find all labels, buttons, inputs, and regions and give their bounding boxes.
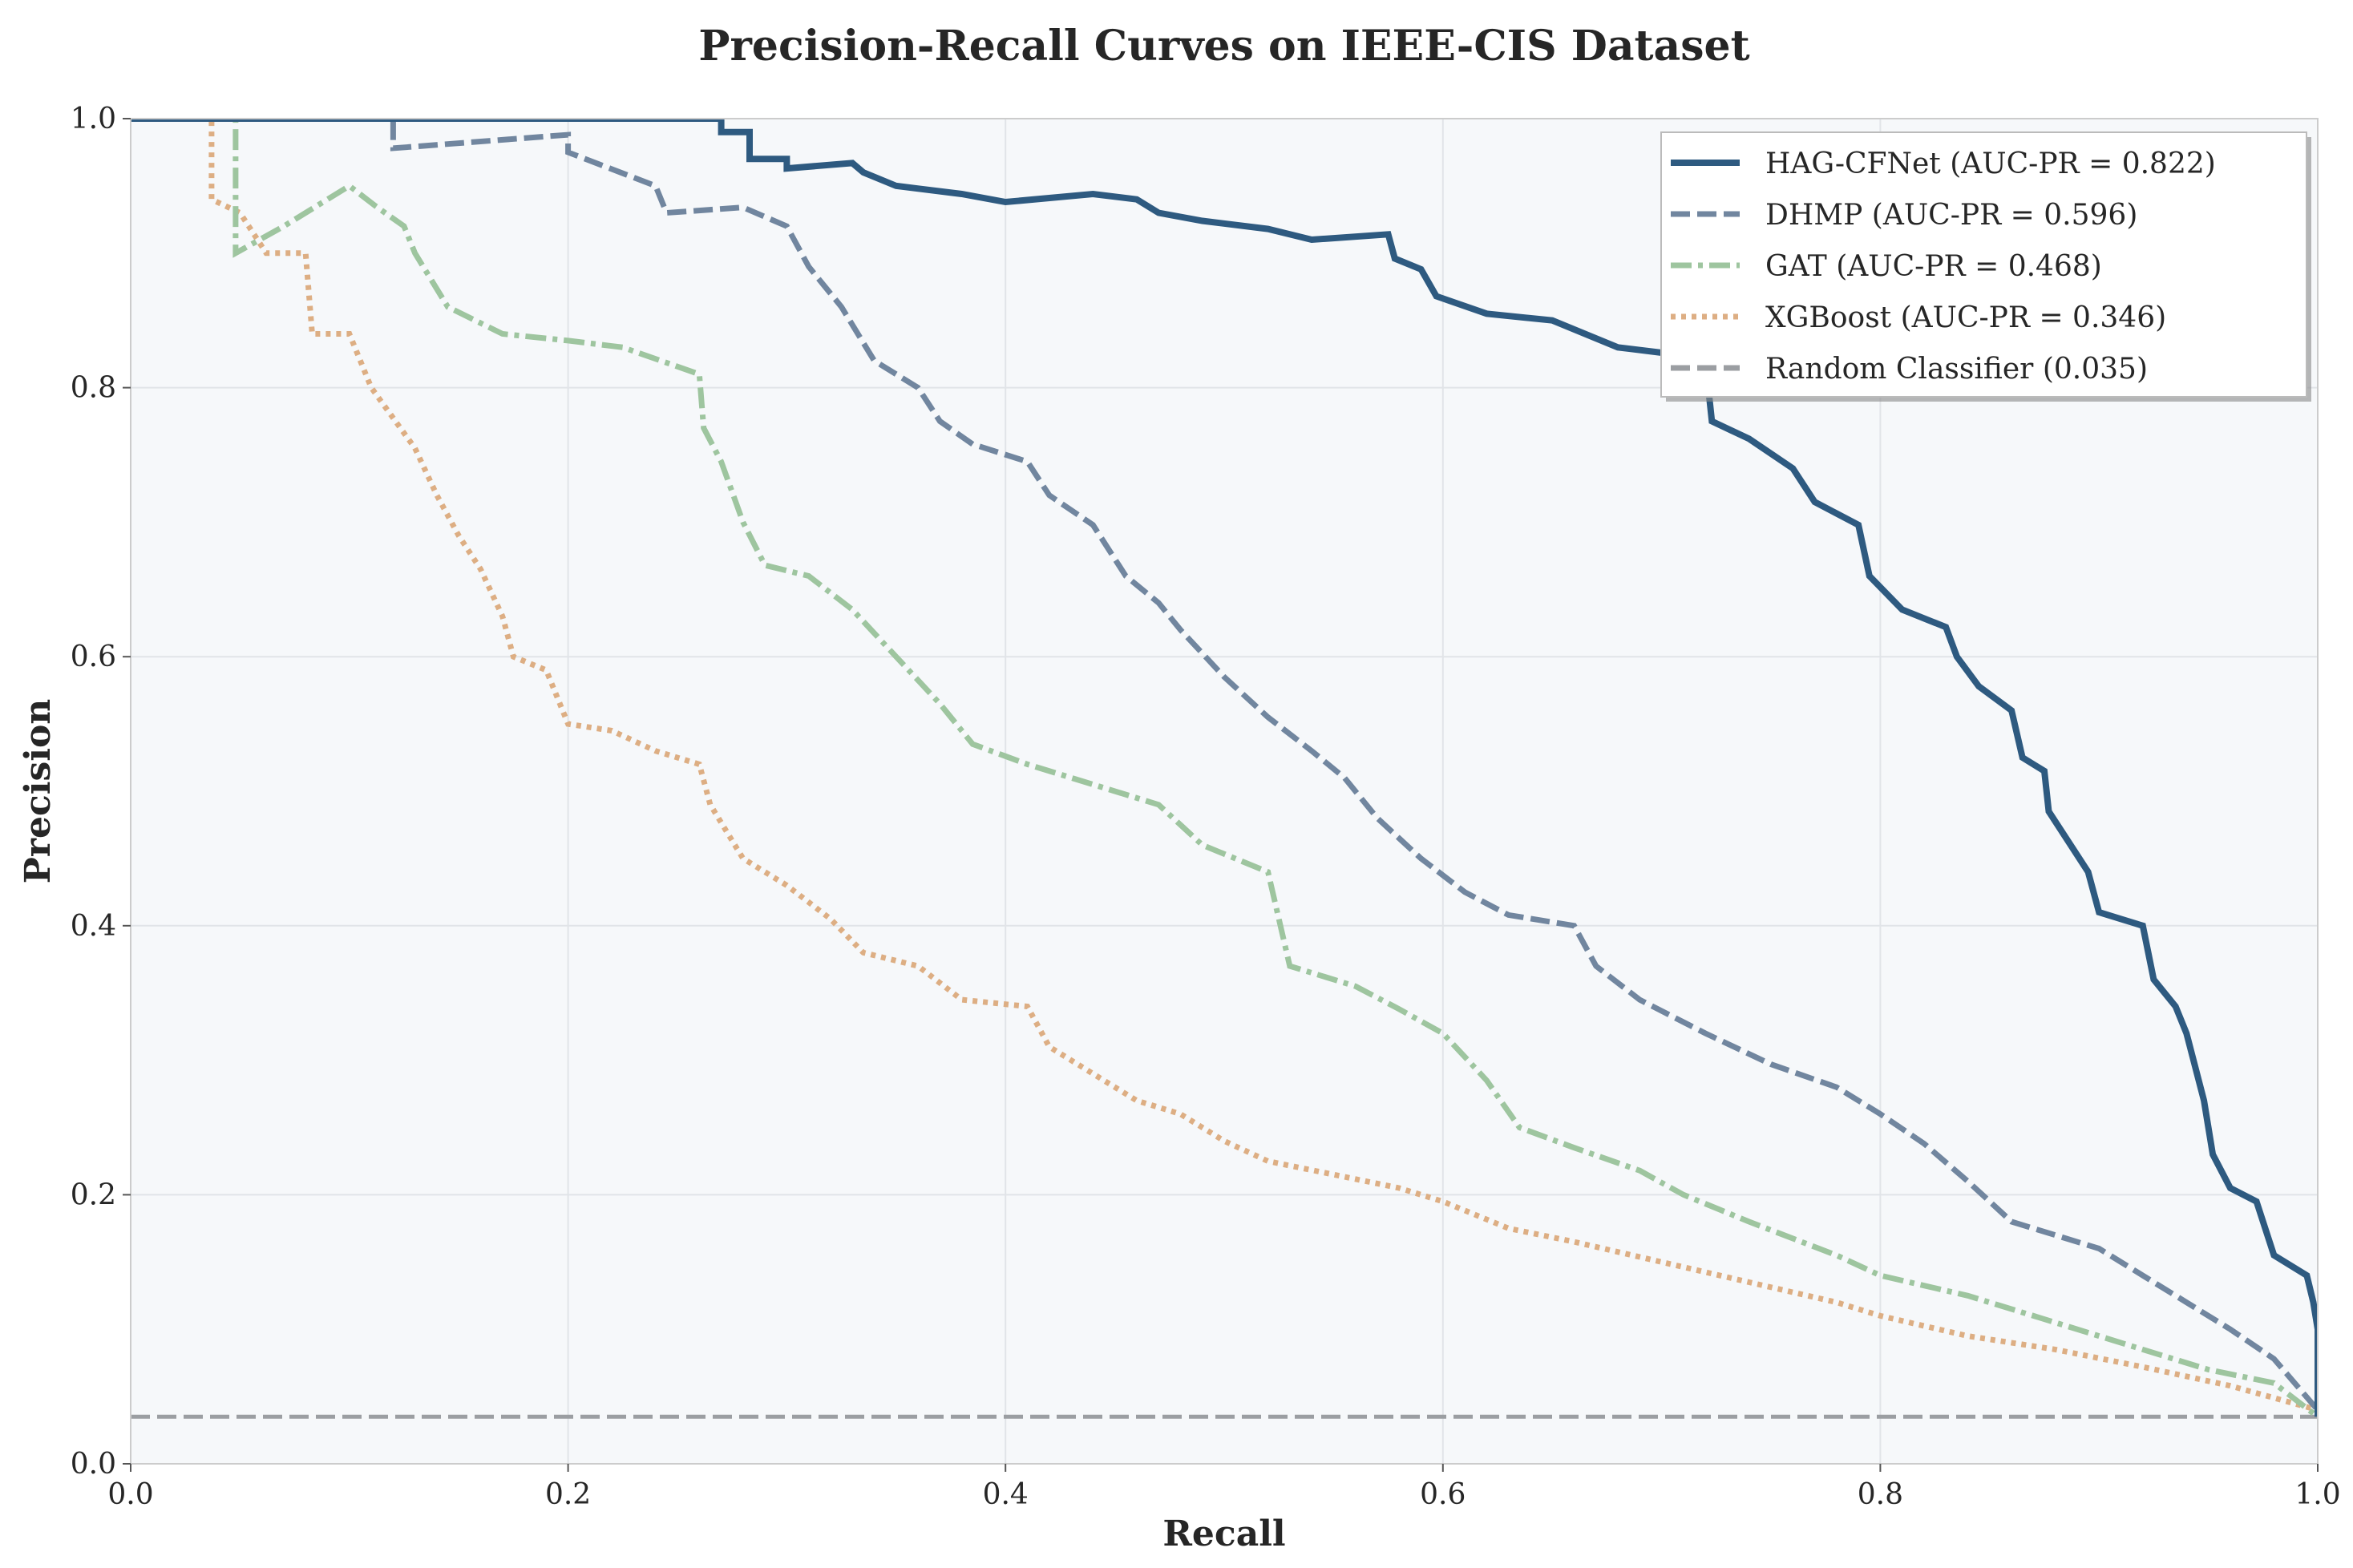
y-axis-label: Precision <box>18 699 59 884</box>
x-tick-label: 0.0 <box>107 1478 153 1511</box>
x-tick-label: 0.8 <box>1858 1478 1903 1511</box>
y-tick-label: 1.0 <box>71 103 116 135</box>
legend-label: HAG-CFNet (AUC-PR = 0.822) <box>1765 148 2216 180</box>
x-tick-label: 0.6 <box>1420 1478 1466 1511</box>
legend-label: XGBoost (AUC-PR = 0.346) <box>1765 301 2166 334</box>
series-line-dhmp <box>131 119 2318 1412</box>
y-tick-label: 0.8 <box>71 372 116 405</box>
legend-label: Random Classifier (0.035) <box>1765 353 2148 386</box>
legend-box <box>1660 131 2307 398</box>
y-tick-label: 0.4 <box>71 910 116 943</box>
series-line-xgboost <box>131 119 2318 1413</box>
series-line-gat <box>131 119 2318 1420</box>
x-tick-label: 1.0 <box>2294 1478 2340 1511</box>
y-tick-label: 0.0 <box>71 1448 116 1481</box>
legend: HAG-CFNet (AUC-PR = 0.822) DHMP (AUC-PR =… <box>1660 131 2311 402</box>
x-tick-label: 0.4 <box>983 1478 1029 1511</box>
legend-label: DHMP (AUC-PR = 0.596) <box>1765 199 2137 232</box>
x-tick-label: 0.2 <box>545 1478 591 1511</box>
chart-title: Precision-Recall Curves on IEEE-CIS Data… <box>698 22 1749 71</box>
y-tick-label: 0.6 <box>71 641 116 673</box>
x-axis: 0.0 0.2 0.4 0.6 0.8 1.0 <box>107 1464 2341 1511</box>
plot-frame <box>130 118 2319 1465</box>
y-axis: 0.0 0.2 0.4 0.6 0.8 1.0 <box>71 103 131 1481</box>
series-line-hag-cfnet <box>131 119 2318 1417</box>
y-tick-label: 0.2 <box>71 1178 116 1211</box>
series-layer <box>131 119 2318 1420</box>
x-axis-label: Recall <box>1162 1513 1285 1554</box>
legend-label: GAT (AUC-PR = 0.468) <box>1765 250 2102 283</box>
